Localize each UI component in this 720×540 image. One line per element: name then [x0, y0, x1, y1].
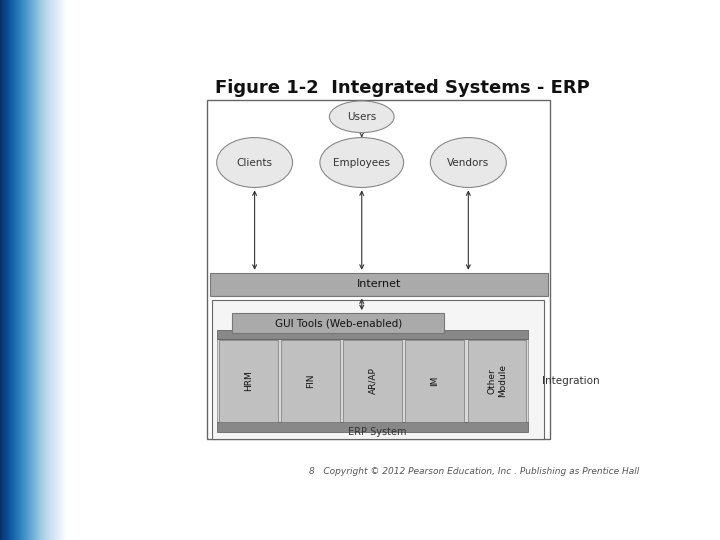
Text: Other
Module: Other Module — [487, 364, 507, 397]
Bar — [467, 340, 526, 422]
Text: Clients: Clients — [237, 158, 273, 167]
Bar — [207, 100, 550, 439]
Bar — [210, 273, 547, 295]
Bar — [233, 313, 444, 333]
Text: IM: IM — [431, 376, 439, 386]
Text: AR/AP: AR/AP — [368, 367, 377, 394]
Bar — [217, 422, 528, 431]
Ellipse shape — [329, 101, 394, 133]
Text: GUI Tools (Web-enabled): GUI Tools (Web-enabled) — [275, 318, 402, 328]
Bar — [219, 340, 278, 422]
Ellipse shape — [431, 138, 506, 187]
Bar — [281, 340, 340, 422]
Bar — [212, 300, 544, 439]
Bar — [217, 339, 528, 422]
Bar — [405, 340, 464, 422]
Text: FIN: FIN — [306, 374, 315, 388]
Bar — [343, 340, 402, 422]
Ellipse shape — [217, 138, 292, 187]
Text: ERP System: ERP System — [348, 427, 407, 436]
Text: Internet: Internet — [356, 279, 401, 289]
Bar — [217, 330, 528, 339]
Text: HRM: HRM — [244, 370, 253, 391]
Ellipse shape — [320, 138, 404, 187]
Text: Employees: Employees — [333, 158, 390, 167]
Text: 8   Copyright © 2012 Pearson Education, Inc . Publishing as Prentice Hall: 8 Copyright © 2012 Pearson Education, In… — [310, 467, 639, 476]
Text: Vendors: Vendors — [447, 158, 490, 167]
Text: Figure 1-2  Integrated Systems - ERP: Figure 1-2 Integrated Systems - ERP — [215, 79, 590, 97]
Text: Integration: Integration — [542, 376, 600, 386]
Text: Users: Users — [347, 112, 377, 122]
